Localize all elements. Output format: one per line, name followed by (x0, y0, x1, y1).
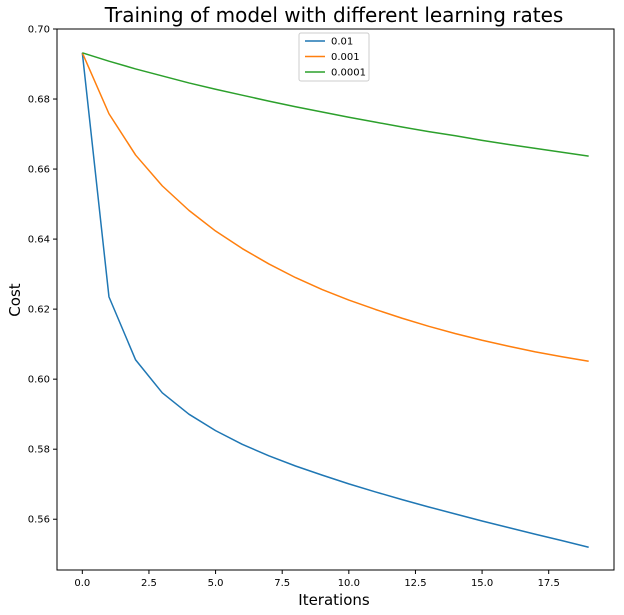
legend-box (298, 32, 370, 82)
y-tick-label: 0.70 (28, 25, 50, 36)
legend-label: 0.01 (331, 37, 353, 48)
series-line-2 (82, 52, 589, 157)
y-axis-ticks: 0.56 0.58 0.60 0.62 0.64 0.66 0.68 0.70 (28, 25, 57, 526)
y-tick-label: 0.62 (28, 305, 50, 316)
y-tick-label: 0.56 (28, 515, 50, 526)
legend-label: 0.001 (331, 52, 360, 63)
x-axis-ticks: 0.0 2.5 5.0 7.5 10.0 12.5 15.0 17.5 (74, 570, 560, 589)
x-tick-label: 15.0 (471, 578, 493, 589)
x-tick-label: 17.5 (538, 578, 560, 589)
y-axis-label: Cost (6, 283, 24, 316)
series-line-1 (81, 52, 589, 363)
y-tick-label: 0.60 (28, 375, 50, 386)
x-tick-label: 12.5 (404, 578, 426, 589)
x-tick-label: 2.5 (141, 578, 157, 589)
y-tick-label: 0.64 (28, 235, 50, 246)
legend: 0.01 0.001 0.0001 (298, 32, 370, 82)
x-tick-label: 7.5 (274, 578, 290, 589)
plot-area (56, 28, 615, 571)
series-line-0 (81, 52, 589, 548)
x-tick-label: 10.0 (338, 578, 360, 589)
series-group (81, 52, 589, 548)
x-axis-label: Iterations (298, 591, 370, 609)
y-tick-label: 0.58 (28, 445, 50, 456)
y-tick-label: 0.66 (28, 165, 50, 176)
y-tick-label: 0.68 (28, 95, 50, 106)
x-tick-label: 0.0 (74, 578, 90, 589)
legend-label: 0.0001 (331, 68, 366, 79)
x-tick-label: 5.0 (208, 578, 224, 589)
legend-items: 0.01 0.001 0.0001 (305, 37, 366, 79)
plot-frame (56, 28, 615, 571)
chart-title: Training of model with different learnin… (104, 3, 564, 27)
